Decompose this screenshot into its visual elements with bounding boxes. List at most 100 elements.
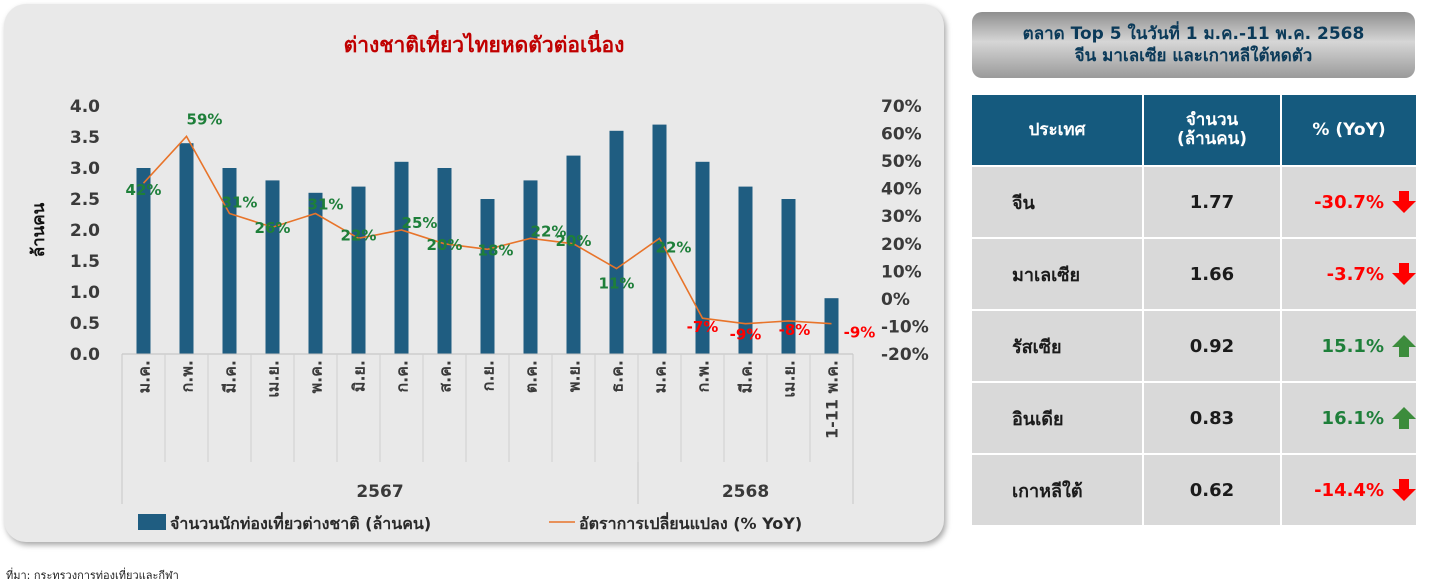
data-label: 18% [478, 241, 514, 259]
bar [781, 199, 796, 354]
arrow-up-icon [1392, 335, 1416, 357]
value-cell: 1.66 [1144, 239, 1282, 311]
value-cell: 0.92 [1144, 311, 1282, 383]
x-tick-label: ก.พ. [694, 360, 713, 392]
data-label: 22% [531, 222, 567, 240]
bar [824, 298, 839, 354]
data-label: 42% [126, 181, 162, 199]
data-label: 20% [427, 236, 463, 254]
side-panel-title: ตลาด Top 5 ในวันที่ 1 ม.ค.-11 พ.ค. 2568 … [972, 12, 1415, 78]
y2-tick-label: 70% [881, 97, 922, 117]
side-title-line1: ตลาด Top 5 ในวันที่ 1 ม.ค.-11 พ.ค. 2568 [1022, 24, 1365, 44]
yoy-value: -3.7% [1326, 263, 1384, 285]
bar [695, 161, 710, 354]
y-tick-label: 3.5 [70, 128, 100, 148]
x-tick-label: มี.ค. [737, 360, 756, 393]
x-tick-label: ก.ย. [479, 360, 498, 391]
y2-tick-label: -10% [881, 317, 929, 337]
yoy-cell: -30.7% [1282, 167, 1416, 239]
y-axis-title: ล้านคน [29, 202, 49, 257]
x-tick-label: ก.ค. [393, 360, 412, 393]
yoy-value: -14.4% [1314, 479, 1384, 501]
bar [480, 199, 495, 354]
side-title-line2: จีน มาเลเซีย และเกาหลีใต้หดตัว [1074, 46, 1313, 66]
header-amount: จำนวน (ล้านคน) [1144, 95, 1282, 167]
data-label: -7% [687, 318, 719, 336]
legend-label-line: อัตราการเปลี่ยนแปลง (% YoY) [579, 512, 802, 533]
bar [394, 161, 409, 354]
data-label: 26% [255, 219, 291, 237]
arrow-down-icon [1392, 263, 1416, 285]
x-tick-label: ม.ค. [135, 360, 154, 393]
x-tick-label: ส.ค. [436, 360, 455, 393]
y-tick-label: 4.0 [70, 97, 100, 117]
x-tick-label: 1-11 พ.ค. [823, 360, 842, 439]
x-tick-label: เม.ย. [264, 360, 283, 398]
y2-tick-label: 20% [881, 235, 922, 255]
data-label: -9% [730, 326, 762, 344]
bar [566, 155, 581, 354]
table-body: จีน 1.77 -30.7% มาเลเซีย 1.66 -3.7% รัสเซีย 0.9… [972, 167, 1416, 527]
year-group-label: 2567 [356, 482, 403, 502]
arrow-down-icon [1392, 479, 1416, 501]
x-tick-label: มิ.ย. [350, 360, 369, 392]
y-tick-label: 0.0 [70, 345, 100, 365]
y-tick-label: 3.0 [70, 159, 100, 179]
data-label: 31% [308, 195, 344, 213]
yoy-value: 15.1% [1321, 335, 1384, 357]
table-row: จีน 1.77 -30.7% [972, 167, 1416, 239]
arrow-down-icon [1392, 191, 1416, 213]
data-label: 22% [656, 238, 692, 256]
data-label: -9% [844, 324, 876, 342]
bar [179, 143, 194, 354]
yoy-cell: 15.1% [1282, 311, 1416, 383]
x-tick-label: ธ.ค. [608, 360, 627, 393]
bar [738, 186, 753, 354]
header-country: ประเทศ [972, 95, 1144, 167]
chart-svg: ต่างชาติเที่ยวไทยหดตัวต่อเนื่อง 0.0 0.5 1.0… [29, 29, 929, 533]
bar [265, 180, 280, 354]
country-cell: จีน [972, 167, 1144, 239]
y2-tick-label: 30% [881, 207, 922, 227]
chart-panel: ต่างชาติเที่ยวไทยหดตัวต่อเนื่อง 0.0 0.5 1.0… [4, 4, 944, 542]
y-tick-label: 1.5 [70, 252, 100, 272]
x-tick-label: มี.ค. [221, 360, 240, 393]
source-note: ที่มา: กระทรวงการท่องเที่ยวและกีฬา [6, 569, 179, 582]
arrow-up-icon [1392, 407, 1416, 429]
x-tick-label: ต.ค. [522, 360, 541, 393]
x-tick-label: พ.ค. [307, 360, 326, 393]
table-row: เกาหลีใต้ 0.62 -14.4% [972, 455, 1416, 527]
y-tick-label: 1.0 [70, 283, 100, 303]
table-row: อินเดีย 0.83 16.1% [972, 383, 1416, 455]
yoy-value: -30.7% [1314, 191, 1384, 213]
yoy-line [142, 134, 832, 325]
header-amount-line1: จำนวน [1185, 110, 1239, 130]
data-label: 22% [341, 226, 377, 244]
country-cell: มาเลเซีย [972, 239, 1144, 311]
value-cell: 0.83 [1144, 383, 1282, 455]
year-group-label: 2568 [722, 482, 769, 502]
bar [351, 186, 366, 354]
chart-title: ต่างชาติเที่ยวไทยหดตัวต่อเนื่อง [344, 29, 625, 57]
value-cell: 1.77 [1144, 167, 1282, 239]
country-cell: รัสเซีย [972, 311, 1144, 383]
yoy-cell: -3.7% [1282, 239, 1416, 311]
bar [437, 168, 452, 354]
y-tick-label: 2.0 [70, 221, 100, 241]
data-label: -8% [779, 321, 811, 339]
y2-tick-label: 60% [881, 125, 922, 145]
y2-tick-label: 10% [881, 262, 922, 282]
legend-label-bars: จำนวนนักท่องเที่ยวต่างชาติ (ล้านคน) [170, 512, 431, 533]
x-tick-label: ก.พ. [178, 360, 197, 392]
country-cell: เกาหลีใต้ [972, 455, 1144, 527]
top5-table: ประเทศ จำนวน (ล้านคน) % (YoY) จีน 1.77 -30… [972, 95, 1416, 527]
y2-tick-label: -20% [881, 345, 929, 365]
data-label: 59% [187, 110, 223, 128]
data-label: 31% [222, 193, 258, 211]
yoy-cell: -14.4% [1282, 455, 1416, 527]
header-amount-line2: (ล้านคน) [1176, 129, 1248, 149]
value-cell: 0.62 [1144, 455, 1282, 527]
bar [308, 192, 323, 354]
table-row: มาเลเซีย 1.66 -3.7% [972, 239, 1416, 311]
data-label: 20% [556, 232, 592, 250]
